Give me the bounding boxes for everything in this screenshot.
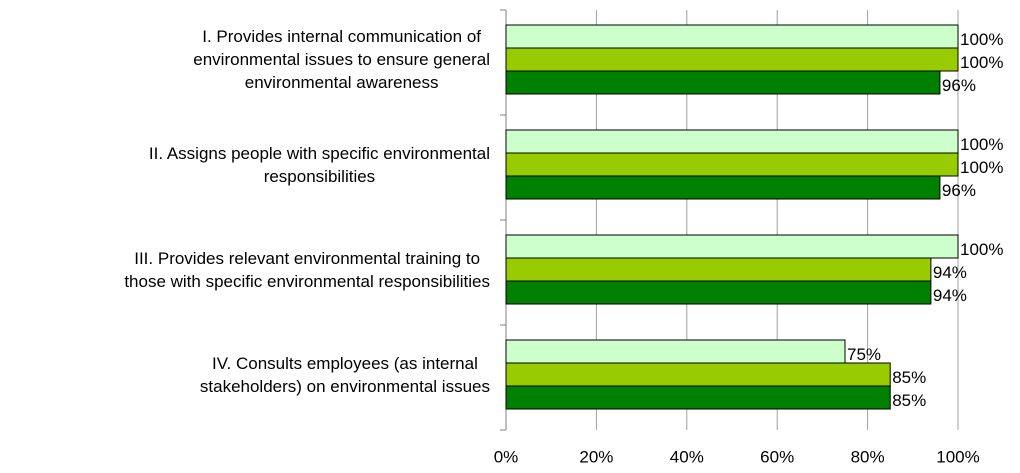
category-label: II. Assigns people with specific environ… — [0, 142, 490, 188]
x-tick-label: 60% — [760, 447, 794, 466]
category-text: II. Assigns people with specific environ… — [148, 143, 490, 186]
value-label: 100% — [960, 53, 1003, 72]
bar — [505, 257, 932, 282]
value-label: 96% — [942, 181, 976, 200]
bar — [505, 24, 959, 49]
value-label: 75% — [847, 345, 881, 364]
bar — [505, 385, 891, 410]
category-label: IV. Consults employees (as internal stak… — [0, 352, 490, 398]
value-label: 94% — [933, 286, 967, 305]
x-tick-label: 40% — [670, 447, 704, 466]
value-label: 85% — [892, 368, 926, 387]
bar — [505, 234, 959, 259]
value-label: 100% — [960, 240, 1003, 259]
x-tick-label: 0% — [494, 447, 519, 466]
category-text: IV. Consults employees (as internal stak… — [199, 353, 490, 396]
x-tick-label: 20% — [579, 447, 613, 466]
bar — [505, 129, 959, 154]
category-text: I. Provides internal communication of en… — [193, 27, 490, 92]
x-tick-label: 80% — [851, 447, 885, 466]
x-tick-label: 100% — [936, 447, 979, 466]
bar — [505, 152, 959, 177]
bar — [505, 362, 891, 387]
bar — [505, 47, 959, 72]
value-label: 96% — [942, 76, 976, 95]
bar — [505, 175, 941, 200]
value-label: 100% — [960, 135, 1003, 154]
bar — [505, 339, 846, 364]
category-label: III. Provides relevant environmental tra… — [0, 247, 490, 293]
category-label: I. Provides internal communication of en… — [0, 25, 490, 94]
value-label: 94% — [933, 263, 967, 282]
category-text: III. Provides relevant environmental tra… — [124, 248, 490, 291]
value-label: 100% — [960, 30, 1003, 49]
value-label: 100% — [960, 158, 1003, 177]
value-label: 85% — [892, 391, 926, 410]
bar — [505, 70, 941, 95]
bar — [505, 280, 932, 305]
